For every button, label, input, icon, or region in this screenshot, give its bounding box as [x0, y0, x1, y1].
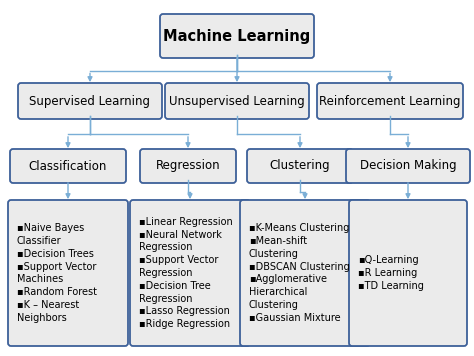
Text: Regression: Regression — [155, 159, 220, 173]
Text: ▪Q-Learning
▪R Learning
▪TD Learning: ▪Q-Learning ▪R Learning ▪TD Learning — [358, 255, 424, 291]
Text: Supervised Learning: Supervised Learning — [29, 94, 151, 108]
FancyBboxPatch shape — [349, 200, 467, 346]
Text: ▪Naive Bayes
Classifier
▪Decision Trees
▪Support Vector
Machines
▪Random Forest
: ▪Naive Bayes Classifier ▪Decision Trees … — [17, 223, 97, 323]
Text: Decision Making: Decision Making — [360, 159, 456, 173]
FancyBboxPatch shape — [317, 83, 463, 119]
Text: Classification: Classification — [29, 159, 107, 173]
Text: Reinforcement Learning: Reinforcement Learning — [319, 94, 461, 108]
FancyBboxPatch shape — [240, 200, 370, 346]
Text: Unsupervised Learning: Unsupervised Learning — [169, 94, 305, 108]
FancyBboxPatch shape — [165, 83, 309, 119]
FancyBboxPatch shape — [140, 149, 236, 183]
FancyBboxPatch shape — [10, 149, 126, 183]
FancyBboxPatch shape — [160, 14, 314, 58]
FancyBboxPatch shape — [8, 200, 128, 346]
FancyBboxPatch shape — [18, 83, 162, 119]
FancyBboxPatch shape — [247, 149, 353, 183]
Text: Machine Learning: Machine Learning — [164, 28, 310, 43]
Text: ▪Linear Regression
▪Neural Network
Regression
▪Support Vector
Regression
▪Decisi: ▪Linear Regression ▪Neural Network Regre… — [139, 217, 233, 329]
Text: ▪K-Means Clustering
▪Mean-shift
Clustering
▪DBSCAN Clustering
▪Agglomerative
Hie: ▪K-Means Clustering ▪Mean-shift Clusteri… — [249, 223, 350, 323]
Text: Clustering: Clustering — [270, 159, 330, 173]
FancyBboxPatch shape — [346, 149, 470, 183]
FancyBboxPatch shape — [130, 200, 250, 346]
